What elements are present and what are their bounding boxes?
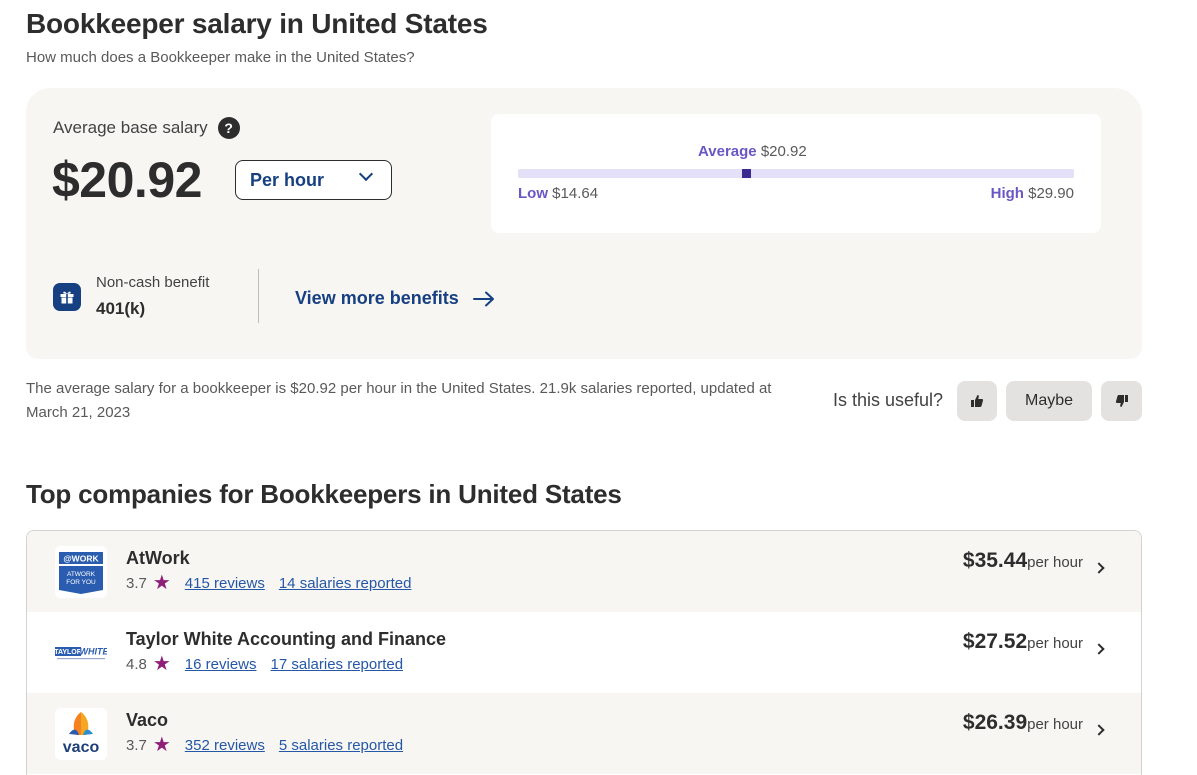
arrow-right-icon bbox=[472, 291, 494, 306]
range-high-label: High bbox=[990, 185, 1024, 202]
company-rating: 4.8 bbox=[126, 655, 147, 673]
company-pay-unit: per hour bbox=[1027, 716, 1083, 733]
range-average-label: Average bbox=[698, 143, 757, 160]
company-meta: 4.8 ★ 16 reviews 17 salaries reported bbox=[126, 654, 417, 674]
company-name[interactable]: AtWork bbox=[126, 548, 190, 568]
benefit-value: 401(k) bbox=[96, 299, 146, 318]
range-low-value: $14.64 bbox=[552, 185, 599, 202]
company-salaries-link[interactable]: 17 salaries reported bbox=[270, 655, 404, 673]
company-salaries-link[interactable]: 14 salaries reported bbox=[278, 574, 412, 592]
view-more-benefits-link[interactable]: View more benefits bbox=[295, 288, 495, 309]
company-pay: $26.39per hour bbox=[963, 711, 1083, 735]
chevron-right-icon bbox=[1093, 643, 1105, 655]
range-low: Low $14.64 bbox=[518, 185, 598, 202]
company-logo-vaco: vaco bbox=[55, 708, 107, 760]
company-logo-taylor-white: TAYLOR WHITE bbox=[55, 627, 107, 679]
divider bbox=[258, 269, 259, 323]
company-reviews-link[interactable]: 16 reviews bbox=[184, 655, 257, 673]
salary-range-bar bbox=[518, 169, 1074, 178]
svg-text:ATWORK: ATWORK bbox=[67, 571, 96, 578]
thumbs-down-icon bbox=[1115, 395, 1128, 407]
company-meta: 3.7 ★ 415 reviews 14 salaries reported bbox=[126, 573, 425, 593]
company-row[interactable]: vaco Vaco 3.7 ★ 352 reviews 5 salaries r… bbox=[27, 693, 1141, 774]
star-icon: ★ bbox=[152, 572, 171, 594]
companies-list: @WORK ATWORK FOR YOU AtWork 3.7 ★ 415 re… bbox=[26, 530, 1142, 775]
thumbs-down-button[interactable] bbox=[1101, 381, 1142, 421]
pay-period-select[interactable]: Per hour bbox=[235, 160, 392, 200]
company-rating: 3.7 bbox=[126, 574, 147, 592]
salary-range-box: Average $20.92 Low $14.64 High $29.90 bbox=[491, 114, 1101, 233]
benefit-label: Non-cash benefit bbox=[96, 274, 210, 291]
svg-text:TAYLOR: TAYLOR bbox=[55, 649, 82, 656]
pay-period-value: Per hour bbox=[250, 169, 325, 190]
company-pay-unit: per hour bbox=[1027, 635, 1083, 652]
company-salaries-link[interactable]: 5 salaries reported bbox=[278, 736, 404, 754]
svg-text:@WORK: @WORK bbox=[63, 554, 99, 564]
svg-text:WHITE: WHITE bbox=[80, 647, 108, 657]
gift-icon bbox=[53, 283, 81, 311]
star-icon: ★ bbox=[152, 734, 171, 756]
company-rating: 3.7 bbox=[126, 736, 147, 754]
chevron-down-icon bbox=[358, 166, 374, 182]
thumbs-up-icon bbox=[971, 395, 984, 407]
star-icon: ★ bbox=[152, 653, 171, 675]
maybe-button[interactable]: Maybe bbox=[1006, 381, 1092, 421]
company-pay-value: $27.52 bbox=[962, 630, 1028, 653]
range-average-value: $20.92 bbox=[760, 143, 807, 160]
range-average-marker bbox=[742, 169, 752, 178]
thumbs-up-button[interactable] bbox=[957, 381, 997, 421]
company-pay-value: $26.39 bbox=[962, 711, 1028, 734]
page-title: Bookkeeper salary in United States bbox=[26, 8, 488, 39]
company-meta: 3.7 ★ 352 reviews 5 salaries reported bbox=[126, 735, 417, 755]
view-more-benefits-label: View more benefits bbox=[295, 288, 459, 308]
svg-text:vaco: vaco bbox=[63, 739, 100, 756]
feedback-question: Is this useful? bbox=[833, 390, 944, 410]
company-logo-atwork: @WORK ATWORK FOR YOU bbox=[55, 546, 107, 598]
salary-summary-text: The average salary for a bookkeeper is $… bbox=[26, 380, 772, 421]
average-salary-label: Average base salary ? bbox=[53, 117, 240, 139]
range-high-value: $29.90 bbox=[1028, 185, 1074, 202]
company-name[interactable]: Taylor White Accounting and Finance bbox=[126, 629, 447, 649]
average-salary-value: $20.92 bbox=[52, 152, 202, 208]
company-pay-unit: per hour bbox=[1027, 554, 1083, 571]
company-pay: $35.44per hour bbox=[963, 549, 1083, 573]
chevron-right-icon bbox=[1093, 562, 1105, 574]
range-average: Average $20.92 bbox=[698, 143, 807, 160]
company-name[interactable]: Vaco bbox=[126, 710, 169, 730]
page-subtitle: How much does a Bookkeeper make in the U… bbox=[26, 49, 415, 66]
chevron-right-icon bbox=[1093, 724, 1105, 736]
company-reviews-link[interactable]: 415 reviews bbox=[184, 574, 265, 592]
average-salary-label-text: Average base salary bbox=[53, 118, 208, 137]
salary-card: Average base salary ? $20.92 Per hour Av… bbox=[26, 88, 1142, 359]
company-row[interactable]: @WORK ATWORK FOR YOU AtWork 3.7 ★ 415 re… bbox=[27, 531, 1141, 612]
company-pay-value: $35.44 bbox=[962, 549, 1028, 572]
company-row[interactable]: TAYLOR WHITE Taylor White Accounting and… bbox=[27, 612, 1141, 693]
svg-text:FOR YOU: FOR YOU bbox=[66, 579, 96, 586]
top-companies-title: Top companies for Bookkeepers in United … bbox=[26, 479, 622, 509]
help-icon[interactable]: ? bbox=[217, 117, 240, 139]
range-low-label: Low bbox=[518, 185, 548, 202]
range-high: High $29.90 bbox=[991, 185, 1074, 202]
company-reviews-link[interactable]: 352 reviews bbox=[184, 736, 265, 754]
company-pay: $27.52per hour bbox=[963, 630, 1083, 654]
